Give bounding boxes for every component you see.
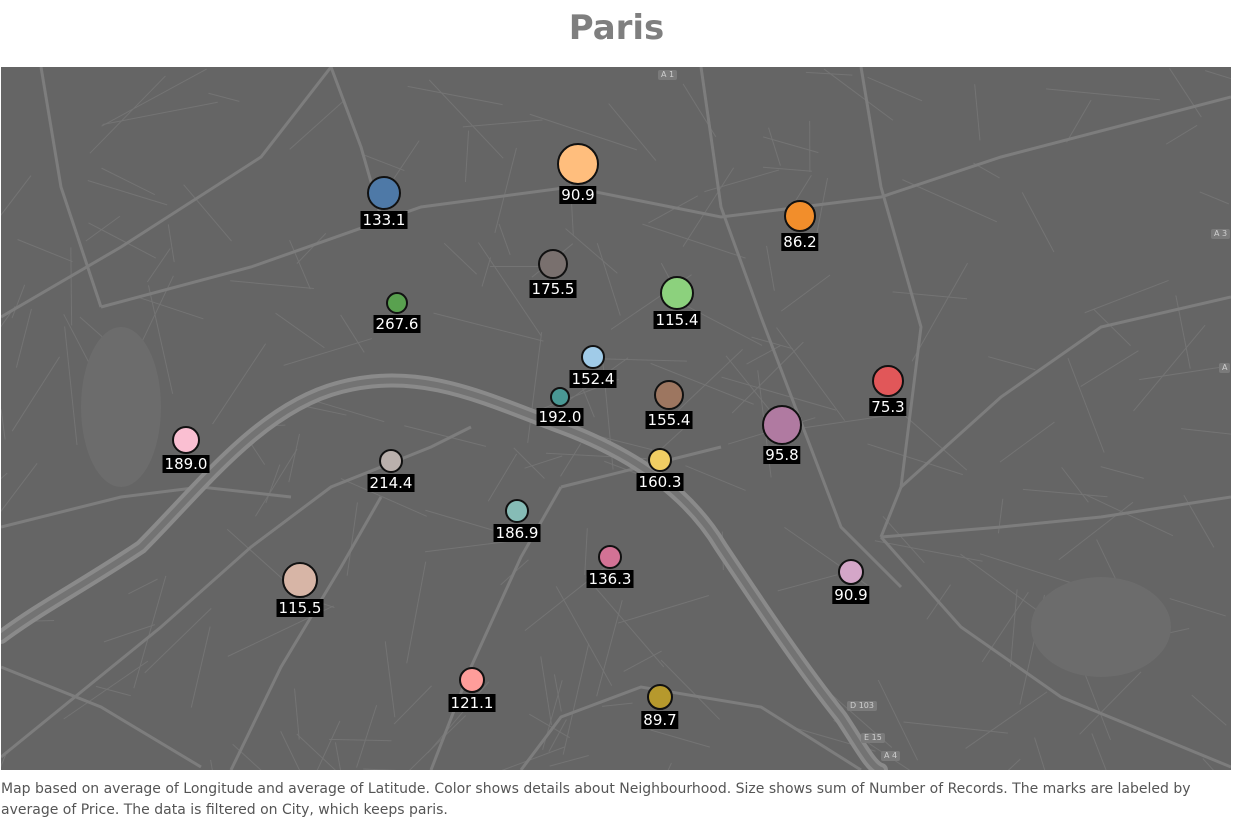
street-basemap — [1, 67, 1231, 770]
neighbourhood-mark-16[interactable] — [598, 545, 622, 569]
price-label-5: 115.4 — [653, 311, 701, 329]
neighbourhood-mark-2[interactable] — [367, 176, 401, 210]
price-label-13: 214.4 — [367, 474, 415, 492]
price-label-4: 175.5 — [529, 280, 577, 298]
price-label-10: 155.4 — [645, 411, 693, 429]
neighbourhood-mark-10[interactable] — [654, 380, 684, 410]
price-label-11: 95.8 — [763, 446, 801, 464]
neighbourhood-mark-13[interactable] — [379, 449, 403, 473]
neighbourhood-mark-9[interactable] — [550, 387, 570, 407]
price-label-6: 267.6 — [373, 315, 421, 333]
price-label-7: 152.4 — [569, 370, 617, 388]
price-label-17: 90.9 — [832, 586, 870, 604]
neighbourhood-mark-1[interactable] — [557, 143, 599, 185]
neighbourhood-mark-18[interactable] — [282, 562, 318, 598]
price-label-9: 192.0 — [536, 408, 584, 426]
neighbourhood-mark-8[interactable] — [872, 365, 904, 397]
road-label-a4: A 4 — [881, 751, 901, 761]
price-label-3: 86.2 — [781, 233, 819, 251]
neighbourhood-mark-3[interactable] — [784, 200, 816, 232]
neighbourhood-marks — [172, 143, 904, 710]
price-label-16: 136.3 — [586, 570, 634, 588]
price-label-14: 160.3 — [636, 473, 684, 491]
price-label-1: 90.9 — [559, 186, 597, 204]
neighbourhood-mark-19[interactable] — [459, 667, 485, 693]
neighbourhood-mark-11[interactable] — [762, 405, 802, 445]
neighbourhood-mark-4[interactable] — [538, 249, 568, 279]
neighbourhood-mark-14[interactable] — [648, 448, 672, 472]
price-label-12: 189.0 — [162, 455, 210, 473]
map-caption: Map based on average of Longitude and av… — [1, 781, 1191, 818]
price-label-2: 133.1 — [360, 211, 408, 229]
neighbourhood-mark-12[interactable] — [172, 426, 200, 454]
road-label-e15: E 15 — [861, 733, 885, 743]
price-label-15: 186.9 — [493, 524, 541, 542]
road-label-a1: A 1 — [658, 70, 678, 80]
neighbourhood-mark-7[interactable] — [581, 345, 605, 369]
price-label-18: 115.5 — [276, 599, 324, 617]
price-label-8: 75.3 — [869, 398, 907, 416]
neighbourhood-mark-5[interactable] — [660, 276, 694, 310]
neighbourhood-mark-6[interactable] — [386, 292, 408, 314]
road-label-a3: A 3 — [1211, 229, 1231, 239]
chart-title: Paris — [568, 8, 665, 48]
neighbourhood-mark-15[interactable] — [505, 499, 529, 523]
road-label-d103: D 103 — [847, 701, 877, 711]
price-label-20: 89.7 — [641, 711, 679, 729]
road-label-a: A — [1219, 363, 1231, 373]
neighbourhood-mark-17[interactable] — [838, 559, 864, 585]
map-view[interactable]: A 1 A 3 A D 103 E 15 A 4 90.9 133.1 86.2 17… — [1, 67, 1231, 770]
price-label-19: 121.1 — [448, 694, 496, 712]
neighbourhood-mark-20[interactable] — [647, 684, 673, 710]
major-roads — [1, 67, 1231, 770]
